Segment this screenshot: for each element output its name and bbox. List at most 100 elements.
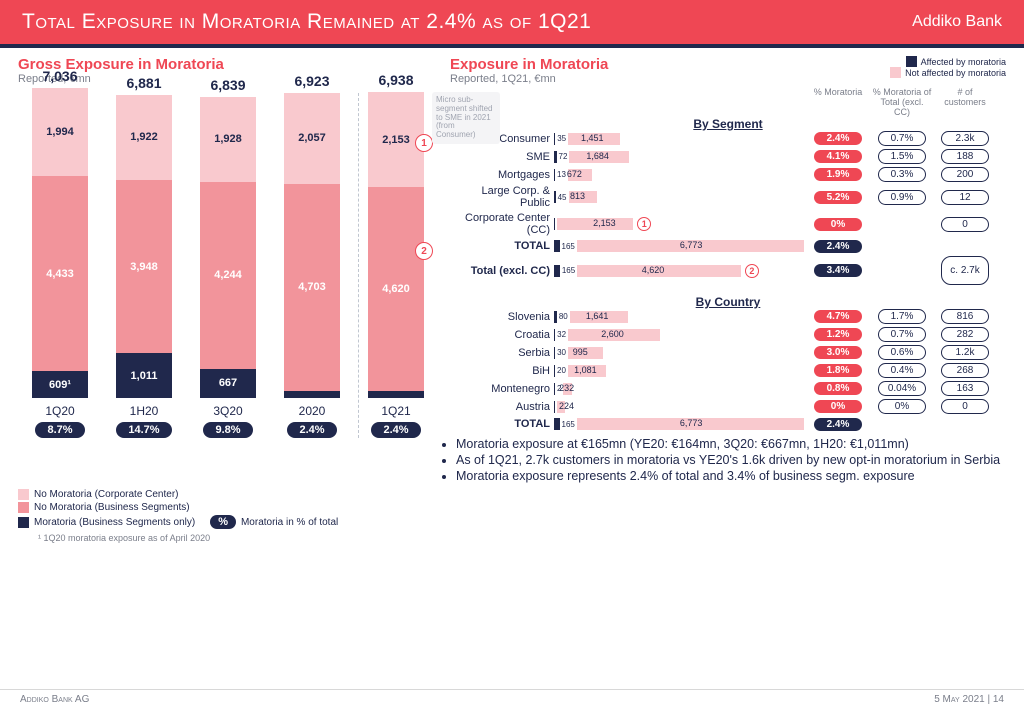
stacked-bar-chart: 7,036609¹4,4331,9941Q208.7%6,8811,0113,9…	[18, 93, 438, 483]
pct-pill: 1.9%	[814, 168, 862, 181]
bullet-item: Moratoria exposure at €165mn (YE20: €164…	[456, 437, 1006, 451]
hbar-affected	[554, 151, 557, 163]
tot-pill: 0.04%	[878, 381, 926, 396]
breakdown-row: Croatia 322,600 1.2% 0.7% 282	[450, 327, 1006, 342]
hbar: 721,684	[554, 150, 804, 164]
hbar-value: 1,684	[586, 151, 609, 161]
tot-pill: 0.6%	[878, 345, 926, 360]
hbar: 351,451	[554, 132, 804, 146]
legend-label: No Moratoria (Corporate Center)	[34, 489, 179, 500]
bar-stack: 1644,7032,057	[284, 93, 340, 398]
bar-seg-business: 4,703	[284, 184, 340, 391]
legend-row: No Moratoria (Business Segments)	[18, 502, 438, 513]
breakdown-row: Large Corp. & Public458135.2%0.9%12	[450, 185, 1006, 209]
cust-pill: 188	[941, 149, 989, 164]
breakdown-row: Austria2240%0%0	[450, 399, 1006, 414]
row-label: SME	[450, 151, 550, 163]
hbar-value: 232	[559, 383, 574, 393]
pct-pill: 0%	[814, 400, 862, 413]
pct-pill: 2.4%	[287, 422, 336, 438]
row-label: BiH	[450, 365, 550, 377]
bar-column: 6,8811,0113,9481,9221H2014.7%	[109, 75, 179, 438]
hbar: 30995	[554, 346, 804, 360]
bar-total-label: 6,923	[294, 73, 329, 89]
hbar-value: 1,451	[581, 133, 604, 143]
chart-divider	[358, 93, 359, 438]
swatch-cc	[18, 489, 29, 500]
footer-right: 5 May 2021 | 14	[934, 694, 1004, 705]
micro-note: Micro sub-segment shifted to SME in 2021…	[432, 92, 500, 144]
pct-pill: 0%	[814, 218, 862, 231]
cust-pill: 1.2k	[941, 345, 989, 360]
hbar: 224	[554, 400, 804, 414]
bar-column: 7,036609¹4,4331,9941Q208.7%	[25, 68, 95, 438]
legend-label: Affected by moratoria	[921, 57, 1006, 67]
hbar-affected	[554, 265, 560, 277]
bar-column: 6,9381654,6202,1531Q212.4%12	[361, 72, 431, 438]
pct-pill: 2.4%	[814, 240, 862, 253]
bar-seg-business: 4,244	[200, 182, 256, 369]
pct-pill: 1.2%	[814, 328, 862, 341]
right-section-title: Exposure in Moratoria	[450, 56, 608, 73]
row-label: Total (excl. CC)	[450, 265, 550, 277]
right-section-sub: Reported, 1Q21, €mn	[450, 73, 608, 85]
bar-stack: 6674,2441,928	[200, 97, 256, 398]
row-label: Croatia	[450, 329, 550, 341]
cust-pill: 0	[941, 399, 989, 414]
hbar: 45813	[554, 190, 804, 204]
hbar: 2,1531	[554, 217, 804, 231]
hbar-affected	[554, 329, 555, 341]
breakdown-row: Mortgages136721.9%0.3%200	[450, 167, 1006, 182]
tot-pill: 0.3%	[878, 167, 926, 182]
hbar-value: 224	[559, 401, 574, 411]
hbar-value: 4,620	[642, 265, 665, 275]
period-label: 3Q20	[213, 404, 242, 418]
col-head-pct-total: % Moratoria of Total (excl. CC)	[872, 87, 932, 117]
breakdown-row: Slovenia801,6414.7%1.7%816	[450, 309, 1006, 324]
cust-pill: 282	[941, 327, 989, 342]
legend-label: Moratoria in % of total	[241, 517, 338, 528]
cust-pill: 816	[941, 309, 989, 324]
period-label: 1Q20	[45, 404, 74, 418]
tot-pill: 0.4%	[878, 363, 926, 378]
pct-pill: 8.7%	[35, 422, 84, 438]
footer-left: Addiko Bank AG	[20, 694, 89, 705]
tot-pill: 1.5%	[878, 149, 926, 164]
bullet-list: Moratoria exposure at €165mn (YE20: €164…	[450, 437, 1006, 483]
legend-label: Moratoria (Business Segments only)	[34, 517, 195, 528]
bar-total-label: 6,881	[126, 75, 161, 91]
row-label: Serbia	[450, 347, 550, 359]
breakdown-row: SME721,6844.1%1.5%188	[450, 149, 1006, 164]
hbar-value: 672	[567, 169, 582, 179]
bar-seg-business: 4,433	[32, 176, 88, 371]
breakdown-row: Montenegro22320.8%0.04%163	[450, 381, 1006, 396]
row-label: TOTAL	[450, 418, 550, 430]
pct-pill: 4.7%	[814, 310, 862, 323]
annotation-1: 1	[415, 134, 433, 152]
bar-column: 6,9231644,7032,05720202.4%	[277, 73, 347, 438]
hbar: 2232	[554, 382, 804, 396]
bar-total-label: 6,839	[210, 77, 245, 93]
hbar-affected	[554, 383, 555, 395]
hbar: 1654,6202	[554, 264, 804, 278]
legend-label: Not affected by moratoria	[905, 68, 1006, 78]
annotation-2: 2	[415, 242, 433, 260]
hbar-affected	[554, 365, 555, 377]
bar-seg-cc: 1,928	[200, 97, 256, 182]
tot-pill: 0.7%	[878, 327, 926, 342]
legend-label: No Moratoria (Business Segments)	[34, 502, 190, 513]
swatch-bs	[18, 502, 29, 513]
breakdown-row: Corporate Center (CC)2,15310%0	[450, 212, 1006, 236]
hbar-affected	[554, 347, 555, 359]
bullet-item: Moratoria exposure represents 2.4% of to…	[456, 469, 1006, 483]
bar-total-label: 6,938	[378, 72, 413, 88]
brand-logo: Addiko Bank	[912, 13, 1002, 31]
row-label: Corporate Center (CC)	[450, 212, 550, 236]
cust-pill: 200	[941, 167, 989, 182]
pct-pill: 14.7%	[116, 422, 171, 438]
swatch-not-affected	[890, 67, 901, 78]
breakdown-row: Total (excl. CC)1654,62023.4%c. 2.7k	[450, 256, 1006, 285]
hbar: 801,641	[554, 310, 804, 324]
row-label: Austria	[450, 401, 550, 413]
hbar: 322,600	[554, 328, 804, 342]
